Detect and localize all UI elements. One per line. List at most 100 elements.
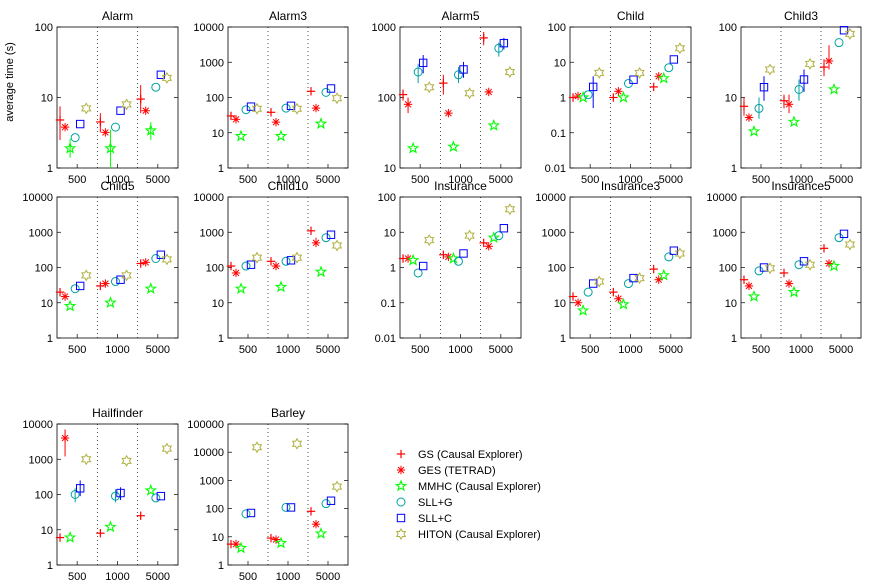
data-point-ges xyxy=(142,106,150,114)
panel-title: Hailfinder xyxy=(92,406,143,420)
data-point-hiton xyxy=(595,277,604,287)
x-tick-label: 500 xyxy=(239,174,257,186)
data-point-mmhc xyxy=(316,267,326,276)
data-point-ges xyxy=(444,109,452,117)
y-tick-label: 1 xyxy=(47,333,53,345)
data-point-sllc xyxy=(157,492,164,499)
data-point-gs xyxy=(649,265,657,273)
panel-barley: Barley 1 10 100 1000 10000 100000 500 1000 5000 xyxy=(187,406,348,583)
data-point-sllc xyxy=(76,120,83,127)
y-tick-label: 0.01 xyxy=(375,333,396,345)
y-tick-label: 1 xyxy=(731,163,737,175)
data-point-sllg xyxy=(152,494,160,502)
y-tick-label: 10 xyxy=(554,57,566,69)
y-tick-label: 10000 xyxy=(22,419,53,431)
axis-frame xyxy=(57,197,178,338)
data-point-sllg xyxy=(322,234,330,242)
data-point-sllg xyxy=(665,64,673,72)
axis-frame xyxy=(400,197,521,338)
x-tick-label: 1000 xyxy=(448,344,472,356)
panel-child10: Child10110100100010000500 1000 5000 xyxy=(193,179,348,356)
y-tick-label: 0.01 xyxy=(545,163,566,175)
data-point-ges xyxy=(574,299,582,307)
data-point-sllg xyxy=(584,91,592,99)
data-point-ges xyxy=(312,520,320,528)
data-point-ges xyxy=(61,434,69,442)
legend-entry-sllg: SLL+G xyxy=(397,497,453,509)
panel-hailfinder: Hailfinder110100100010000500 1000 5000 xyxy=(22,406,178,583)
y-tick-label: 10 xyxy=(41,298,53,310)
x-tick-label: 5000 xyxy=(829,344,853,356)
data-point-sllc xyxy=(117,107,124,114)
panel-insurance: Insurance 0.01 0.1 1 10 100 500 1000 5000 xyxy=(375,179,521,356)
data-point-ges xyxy=(614,295,622,303)
panel-title: Child10 xyxy=(268,179,309,193)
data-point-mmhc xyxy=(276,131,286,140)
y-tick-label: 10 xyxy=(725,93,737,105)
y-tick-label: 10 xyxy=(41,93,53,105)
data-point-hiton xyxy=(293,253,302,263)
data-point-sllc xyxy=(247,261,254,268)
y-tick-label: 1000 xyxy=(29,227,53,239)
y-tick-label: 1 xyxy=(218,333,224,345)
data-point-hiton xyxy=(465,88,474,98)
data-point-gs xyxy=(609,93,617,101)
data-point-sllc xyxy=(500,225,507,232)
data-point-ges xyxy=(232,540,240,548)
y-axis-label: average time (s) xyxy=(4,42,16,121)
data-point-ges xyxy=(785,279,793,287)
data-point-gs xyxy=(439,79,447,87)
panel-title: Insurance3 xyxy=(601,179,661,193)
legend-label: MMHC (Causal Explorer) xyxy=(418,481,541,493)
data-point-mmhc xyxy=(146,485,156,494)
data-point-ges xyxy=(232,269,240,277)
data-point-sllg xyxy=(71,134,79,142)
legend-label: SLL+G xyxy=(418,497,453,509)
data-point-ges xyxy=(312,239,320,247)
data-point-hiton xyxy=(506,204,515,214)
data-point-hiton xyxy=(846,239,855,249)
panel-title: Barley xyxy=(271,406,305,420)
x-tick-label: 1000 xyxy=(105,344,129,356)
y-tick-label: 10000 xyxy=(22,192,53,204)
data-point-sllc xyxy=(840,230,847,237)
data-point-hiton xyxy=(595,68,604,78)
data-point-hiton xyxy=(122,456,131,466)
y-tick-label: 1000 xyxy=(29,454,53,466)
y-tick-label: 10000 xyxy=(535,192,566,204)
data-point-ges xyxy=(614,87,622,95)
panel-alarm5: Alarm5 10 100 1000 500 1000 5000 xyxy=(372,9,521,186)
x-tick-label: 5000 xyxy=(829,174,853,186)
data-point-sllc xyxy=(460,250,467,257)
x-tick-label: 1000 xyxy=(105,571,129,583)
data-point-mmhc xyxy=(489,233,499,242)
y-tick-label: 1000 xyxy=(713,227,737,239)
data-point-hiton xyxy=(293,104,302,114)
y-tick-label: 10 xyxy=(554,298,566,310)
legend-label: GS (Causal Explorer) xyxy=(418,449,523,461)
x-tick-label: 5000 xyxy=(316,174,340,186)
y-tick-label: 10 xyxy=(384,163,396,175)
data-point-hiton xyxy=(766,64,775,74)
y-tick-label: 1 xyxy=(47,560,53,572)
data-point-ges xyxy=(101,279,109,287)
legend-entry-sllc: SLL+C xyxy=(397,513,452,525)
axis-frame xyxy=(228,27,348,168)
data-point-hiton xyxy=(82,270,91,280)
x-tick-label: 5000 xyxy=(659,174,683,186)
data-point-hiton xyxy=(253,442,262,452)
y-tick-label: 1 xyxy=(731,333,737,345)
data-point-hiton xyxy=(333,482,342,492)
panel-insurance3: Insurance3110100100010000500 1000 5000 xyxy=(535,179,691,356)
x-tick-label: 1000 xyxy=(276,571,300,583)
data-point-ges xyxy=(745,113,753,121)
panel-title: Insurance xyxy=(434,179,487,193)
axis-frame xyxy=(741,197,861,338)
data-point-hiton xyxy=(425,82,434,92)
data-point-ges xyxy=(825,57,833,65)
legend-marker-mmhc xyxy=(396,481,406,490)
y-tick-label: 10000 xyxy=(706,192,737,204)
y-tick-label: 1000 xyxy=(200,57,224,69)
data-point-sllg xyxy=(242,106,250,114)
